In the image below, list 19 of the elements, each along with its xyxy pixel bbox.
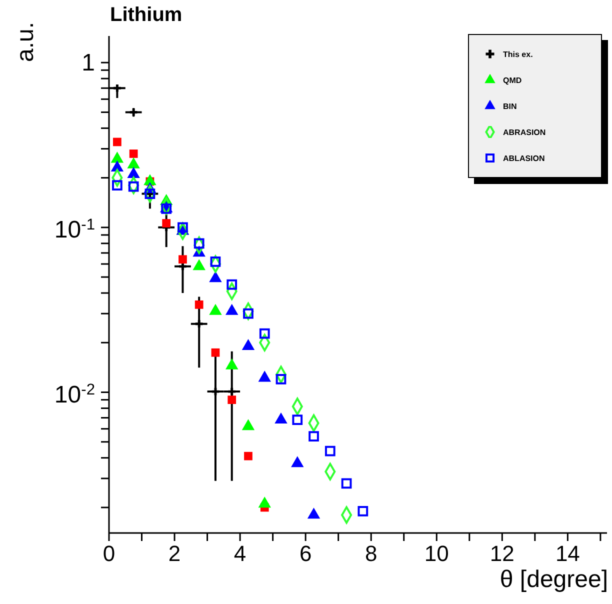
legend-label: ABRASION: [503, 128, 546, 136]
y-tick-label: 1: [82, 50, 95, 77]
legend-label: QMD: [503, 76, 522, 84]
legend-label: This ex.: [503, 50, 533, 58]
x-tick-label: 0: [102, 541, 116, 566]
x-tick-label: 2: [168, 541, 181, 566]
y-tick-label: 10$^{-2}$: [54, 380, 95, 408]
x-axis-title: θ [degree]: [500, 566, 608, 594]
x-tick-label: 10: [424, 541, 449, 566]
x-tick-label: 8: [364, 541, 378, 566]
x-tick-label: 14: [555, 541, 580, 566]
legend-label: ABLASION: [503, 154, 545, 162]
x-tick-label: 12: [490, 541, 514, 566]
y-axis-title: a.u.: [12, 22, 40, 62]
x-tick-label: 6: [299, 541, 312, 566]
y-tick-label: 10$^{-1}$: [54, 216, 95, 244]
legend-label: BIN: [503, 102, 517, 110]
x-tick-label: 4: [234, 541, 246, 566]
chart-title: Lithium: [110, 4, 182, 27]
